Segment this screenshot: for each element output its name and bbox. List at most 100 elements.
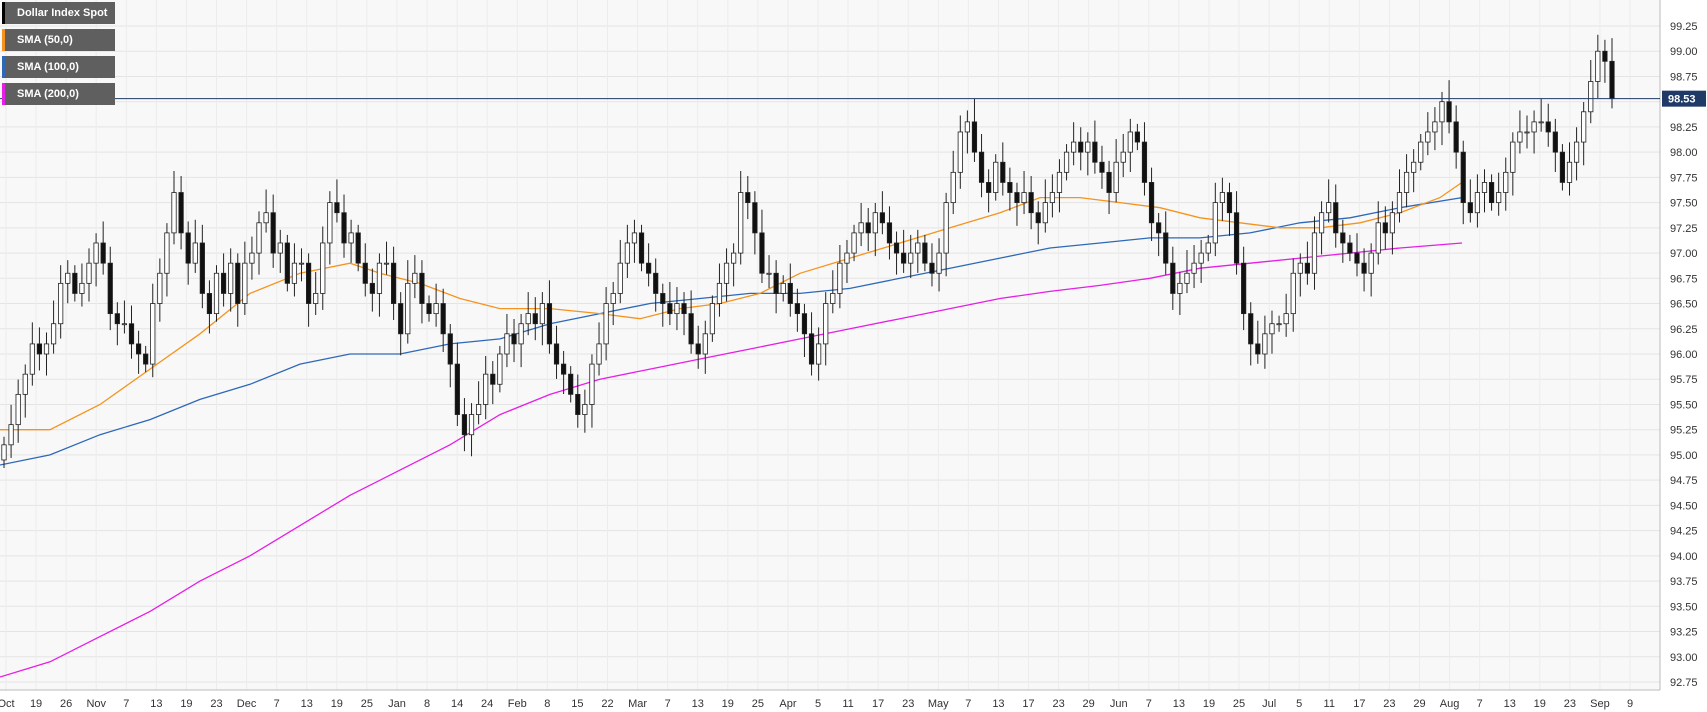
- x-tick-label: 13: [692, 698, 704, 710]
- candle-body: [1113, 161, 1119, 193]
- candle-body: [1432, 121, 1438, 133]
- y-tick-label: 97.50: [1670, 198, 1698, 210]
- y-tick-label: 95.00: [1670, 450, 1698, 462]
- x-tick-label: Apr: [779, 698, 796, 710]
- candle-body: [738, 192, 744, 254]
- candle-body: [816, 343, 822, 365]
- candle-body: [872, 212, 878, 234]
- candle-body: [978, 151, 985, 183]
- candle-body: [660, 293, 666, 304]
- x-tick-label: 19: [331, 698, 343, 710]
- candle-body: [1035, 212, 1041, 224]
- candle-body: [532, 313, 538, 325]
- candle-body: [1573, 141, 1580, 163]
- candle-body: [631, 232, 638, 244]
- x-tick-label: 14: [451, 698, 463, 710]
- candle-body: [716, 282, 723, 304]
- candle-body: [476, 404, 482, 415]
- x-tick-label: 7: [274, 698, 280, 710]
- y-tick-label: 97.00: [1670, 248, 1698, 260]
- x-tick-label: 5: [815, 698, 821, 710]
- candle-body: [206, 293, 213, 315]
- candle-body: [461, 414, 468, 436]
- candle-body: [1559, 151, 1566, 183]
- candle-body: [936, 252, 942, 274]
- x-tick-label: 25: [752, 698, 764, 710]
- candle-body: [1581, 111, 1587, 143]
- candle-body: [1262, 333, 1268, 355]
- candle-body: [43, 343, 50, 355]
- candle-body: [1488, 182, 1495, 204]
- x-tick-label: 11: [1324, 698, 1335, 710]
- candle-body: [157, 272, 163, 304]
- y-tick-label: 98.00: [1670, 147, 1698, 159]
- candle-body: [1503, 171, 1509, 193]
- candle-body: [1000, 161, 1006, 183]
- x-tick-label: 26: [60, 698, 72, 710]
- candle-body: [1127, 131, 1133, 153]
- candle-body: [270, 212, 276, 254]
- candle-body: [596, 343, 602, 365]
- candle-body: [36, 343, 43, 355]
- x-tick-label: 7: [665, 698, 671, 710]
- candle-body: [1361, 262, 1367, 274]
- candle-body: [50, 323, 57, 345]
- candle-body: [86, 262, 92, 284]
- candle-body: [1510, 141, 1516, 173]
- candle-body: [1071, 141, 1077, 153]
- x-tick-label: 19: [1203, 698, 1215, 710]
- candle-body: [823, 303, 829, 345]
- candle-body: [681, 303, 687, 315]
- candle-body: [851, 232, 857, 254]
- candle-body: [1219, 192, 1225, 204]
- candle-body: [164, 232, 170, 274]
- candle-body: [1396, 192, 1403, 214]
- candle-body: [1290, 272, 1296, 315]
- candle-body: [624, 242, 630, 264]
- candle-body: [1467, 202, 1473, 214]
- candle-body: [483, 373, 489, 405]
- legend-swatch-sma50: [2, 29, 5, 51]
- x-tick-label: 13: [1173, 698, 1185, 710]
- candle-body: [433, 303, 439, 315]
- x-tick-label: 23: [1564, 698, 1576, 710]
- candle-body: [773, 272, 779, 294]
- y-tick-label: 94.50: [1670, 500, 1698, 512]
- candle-body: [568, 373, 574, 395]
- candle-body: [1085, 141, 1091, 153]
- candle-body: [539, 303, 545, 325]
- x-tick-label: 17: [1353, 698, 1365, 710]
- candle-body: [589, 363, 595, 405]
- x-tick-label: Nov: [86, 698, 106, 710]
- candle-body: [893, 242, 900, 254]
- candle-body: [582, 404, 588, 415]
- candle-body: [1226, 192, 1233, 214]
- candle-body: [22, 373, 28, 395]
- candle-body: [1198, 252, 1204, 264]
- candle-body: [1163, 232, 1169, 264]
- candle-body: [610, 293, 616, 304]
- candle-body: [256, 222, 262, 254]
- y-tick-label: 99.25: [1670, 21, 1698, 33]
- candle-body: [1425, 131, 1431, 143]
- candle-body: [1269, 323, 1275, 335]
- candle-body: [1602, 50, 1608, 62]
- candle-body: [1049, 192, 1055, 204]
- candle-body: [1481, 182, 1488, 193]
- candle-body: [426, 303, 432, 315]
- legend-item-price: Dollar Index Spot: [2, 2, 116, 24]
- candle-body: [1439, 101, 1445, 123]
- candle-body: [971, 121, 978, 153]
- candle-body: [100, 242, 106, 264]
- x-tick-label: Dec: [237, 698, 257, 710]
- x-tick-label: 17: [1022, 698, 1034, 710]
- candle-body: [128, 323, 135, 345]
- x-tick-label: 29: [1413, 698, 1425, 710]
- candle-body: [1552, 131, 1558, 153]
- y-tick-label: 93.50: [1670, 601, 1698, 613]
- candle-body: [8, 424, 14, 446]
- candle-body: [242, 262, 248, 304]
- x-tick-label: 13: [1504, 698, 1516, 710]
- candle-body: [950, 171, 956, 204]
- candle-body: [603, 303, 609, 345]
